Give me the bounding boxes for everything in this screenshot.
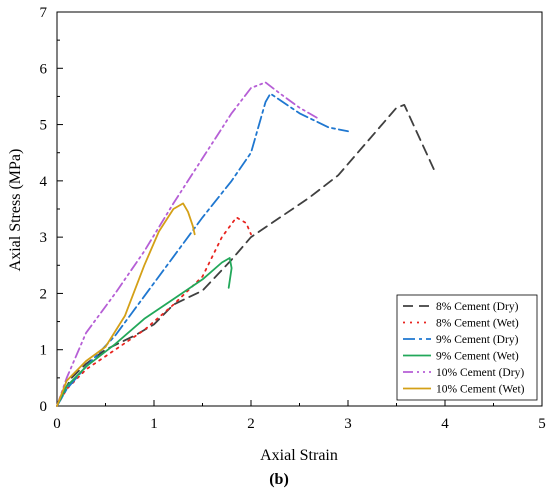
y-tick-label: 1 [40, 343, 48, 359]
series-line-3 [56, 92, 349, 407]
y-axis-label: Axial Stress (MPa) [7, 149, 24, 272]
y-tick-label: 4 [40, 174, 48, 190]
series-line-4 [56, 257, 233, 407]
series-layer [56, 81, 437, 407]
y-tick-label: 0 [40, 399, 48, 415]
x-tick-label: 2 [247, 416, 255, 432]
series-line-2 [56, 216, 252, 407]
x-axis-label: Axial Strain [260, 447, 338, 464]
legend-entry: 9% Cement (Dry) [436, 334, 519, 346]
legend: 8% Cement (Dry) 8% Cement (Wet) 9% Cement … [396, 294, 538, 401]
legend-entry: 10% Cement (Wet) [436, 384, 525, 396]
series-line-1 [56, 104, 437, 407]
x-tick-label: 0 [53, 416, 61, 432]
y-tick-label: 2 [40, 286, 48, 302]
x-tick-label: 1 [150, 416, 158, 432]
y-tick-label: 6 [40, 61, 48, 77]
legend-entry: 8% Cement (Dry) [436, 301, 519, 313]
legend-entry: 9% Cement (Wet) [436, 351, 519, 363]
x-tick-label: 4 [441, 416, 449, 432]
series-line-6 [56, 202, 196, 407]
y-tick-label: 3 [40, 230, 48, 246]
legend-box [396, 294, 538, 401]
axes-layer: 0 1 2 3 4 5 0 1 2 3 4 5 6 7 [40, 5, 546, 432]
x-tick-label: 3 [344, 416, 352, 432]
legend-entry: 10% Cement (Dry) [436, 367, 524, 379]
y-tick-label: 7 [40, 5, 48, 21]
legend-entry: 8% Cement (Wet) [436, 318, 519, 330]
series-line-5 [56, 81, 320, 407]
y-tick-label: 5 [40, 118, 48, 134]
panel-label: (b) [269, 471, 289, 488]
x-tick-label: 5 [538, 416, 546, 432]
